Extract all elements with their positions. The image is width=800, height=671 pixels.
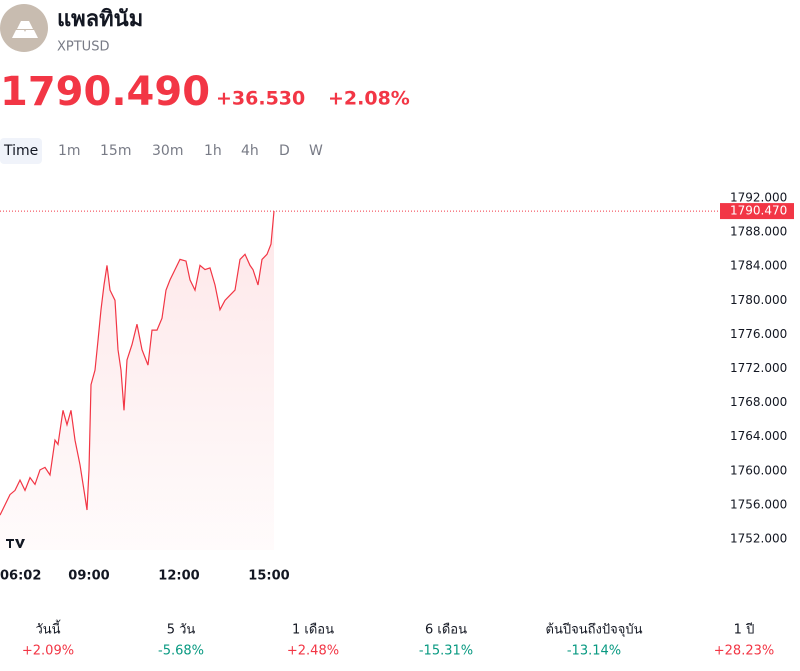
change-percent: +2.08% [328, 88, 410, 110]
y-tick-label: 1792.000 [730, 191, 787, 205]
x-tick-label: 15:00 [248, 569, 289, 584]
period-change: -15.31% [419, 644, 473, 659]
timeframe-tab[interactable]: 1h [204, 143, 222, 159]
active-tab-bg [0, 138, 42, 164]
timeframe-tab[interactable]: 4h [241, 143, 259, 159]
period-change: -5.68% [158, 644, 204, 659]
timeframe-tab[interactable]: D [279, 143, 290, 159]
price: 1790.490 [0, 69, 210, 115]
y-tick-label: 1772.000 [730, 361, 787, 375]
y-tick-label: 1788.000 [730, 225, 787, 239]
period-label[interactable]: ต้นปีจนถึงปัจจุบัน [546, 622, 643, 638]
tv-logo [6, 539, 25, 548]
last-price-tag [720, 203, 794, 220]
timeframe-tab[interactable]: W [309, 143, 323, 159]
timeframe-tab[interactable]: 30m [152, 143, 183, 159]
x-tick-label: 09:00 [68, 569, 109, 584]
x-tick-label: 12:00 [158, 569, 199, 584]
period-change: +28.23% [714, 644, 774, 659]
price-line [0, 211, 275, 516]
icon-bars [12, 21, 38, 38]
title: แพลทินัม [57, 7, 143, 32]
last-price-label: 1790.470 [730, 204, 787, 218]
timeframe-tab[interactable]: 15m [100, 143, 131, 159]
y-tick-label: 1776.000 [730, 327, 787, 341]
period-change: +2.09% [22, 644, 74, 659]
period-label[interactable]: 6 เดือน [425, 622, 467, 638]
y-tick-label: 1760.000 [730, 463, 787, 477]
period-label[interactable]: 1 ปี [734, 622, 755, 638]
y-tick-label: 1768.000 [730, 395, 787, 409]
area-fill [0, 211, 274, 550]
period-change: +2.48% [287, 644, 339, 659]
period-label[interactable]: วันนี้ [35, 620, 61, 638]
timeframe-tab[interactable]: 1m [58, 143, 81, 159]
x-tick-label: 06:02 [0, 569, 41, 584]
timeframe-tab[interactable]: Time [3, 143, 38, 159]
period-label[interactable]: 5 วัน [167, 623, 196, 638]
period-label[interactable]: 1 เดือน [292, 622, 334, 638]
change: +36.530 [216, 88, 305, 110]
y-tick-label: 1752.000 [730, 531, 787, 545]
symbol: XPTUSD [57, 40, 109, 55]
y-tick-label: 1784.000 [730, 259, 787, 273]
y-tick-label: 1764.000 [730, 429, 787, 443]
y-tick-label: 1780.000 [730, 293, 787, 307]
y-tick-label: 1756.000 [730, 497, 787, 511]
period-change: -13.14% [567, 644, 621, 659]
